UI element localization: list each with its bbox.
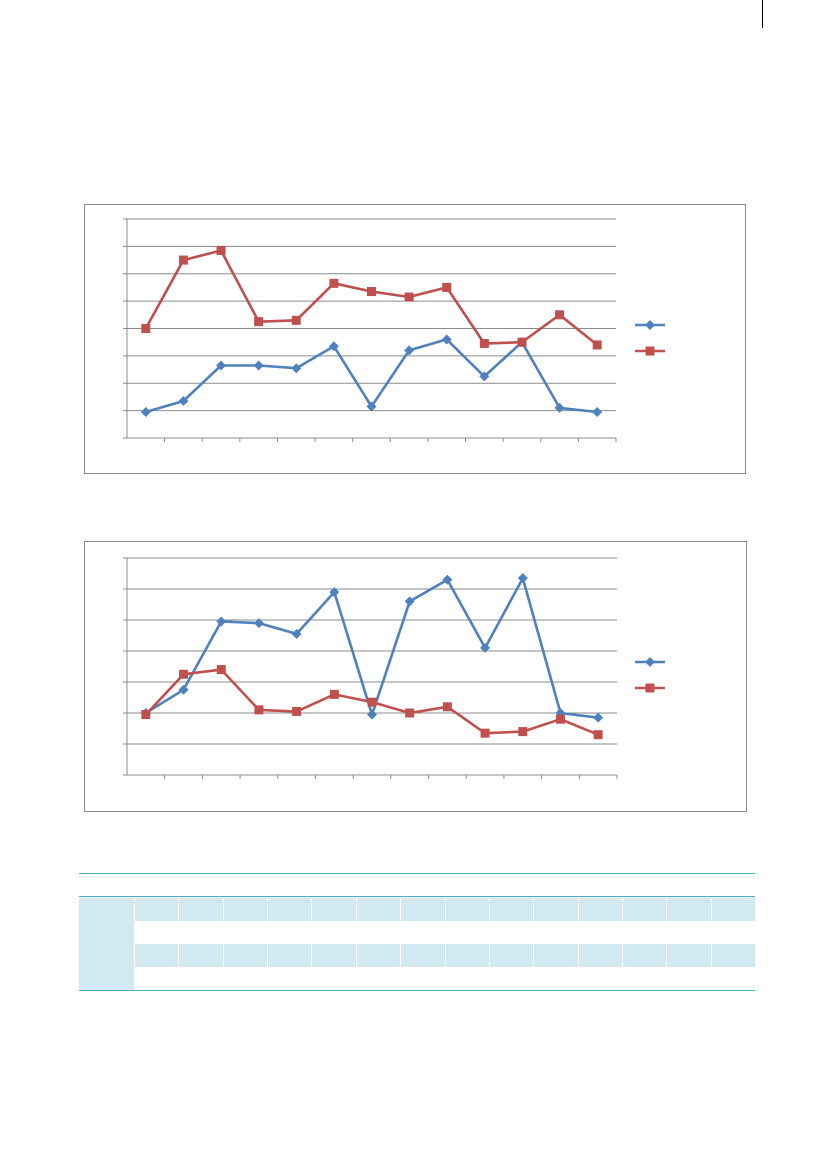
table-header-rule (79, 896, 755, 897)
table-column-separator (223, 898, 224, 990)
table-top-rule (79, 873, 755, 874)
table-column-separator (666, 898, 667, 990)
data-point-square (329, 689, 339, 699)
data-point-square (405, 708, 415, 718)
data-point-diamond (178, 684, 189, 695)
data-point-diamond (517, 573, 528, 584)
table-column-separator (711, 898, 712, 990)
data-point-square (179, 669, 189, 679)
data-point-diamond (291, 628, 302, 639)
data-point-square (442, 282, 452, 292)
page-margin-rule (762, 0, 763, 28)
table-column-separator (311, 898, 312, 990)
legend-marker-diamond (645, 320, 655, 330)
data-point-diamond (140, 406, 151, 417)
chart-2 (84, 541, 747, 812)
data-point-diamond (291, 363, 302, 374)
table-stub-band (79, 921, 134, 944)
data-point-diamond (404, 596, 415, 607)
data-point-square (141, 324, 151, 333)
data-point-square (141, 710, 151, 720)
data-point-diamond (366, 401, 377, 412)
data-point-diamond (329, 587, 340, 598)
table-stub-band (79, 967, 134, 990)
series-line (144, 249, 599, 346)
data-point-diamond (367, 709, 377, 720)
data-point-square (329, 278, 339, 288)
data-point-square (480, 728, 490, 738)
table-column-separator (489, 898, 490, 990)
table-row-band (79, 944, 755, 967)
data-point-square (367, 697, 377, 707)
table-column-separator (356, 898, 357, 990)
data-point-square (216, 245, 226, 255)
data-point-diamond (253, 618, 264, 629)
table-column-separator (134, 898, 135, 990)
chart-1 (84, 204, 746, 474)
data-point-diamond (178, 396, 189, 407)
legend-marker-square (645, 683, 655, 693)
data-point-square (479, 339, 489, 349)
data-point-diamond (441, 334, 452, 345)
data-point-diamond (253, 360, 264, 371)
data-point-square (518, 727, 528, 737)
data-point-diamond (328, 341, 339, 352)
data-point-square (555, 714, 565, 724)
data-point-square (592, 340, 602, 350)
series-line (145, 338, 598, 414)
legend-marker-square (645, 346, 655, 356)
table-column-separator (178, 898, 179, 990)
data-point-square (216, 665, 226, 675)
data-point-diamond (404, 345, 415, 356)
data-point-square (555, 310, 565, 320)
legend-marker-diamond (645, 657, 655, 667)
data-point-square (442, 702, 452, 712)
data-point-diamond (554, 402, 565, 413)
data-point-square (517, 337, 527, 347)
data-table (79, 873, 755, 992)
data-point-diamond (216, 360, 227, 371)
table-bottom-rule (79, 990, 755, 991)
data-point-square (367, 287, 376, 297)
data-point-square (254, 705, 264, 715)
data-point-diamond (480, 642, 491, 653)
chart-1-plot (123, 218, 665, 442)
table-column-separator (578, 898, 579, 990)
data-point-square (593, 730, 603, 740)
series-line (145, 576, 599, 719)
data-point-diamond (216, 616, 227, 627)
data-point-diamond (593, 712, 604, 723)
data-point-diamond (592, 406, 603, 417)
data-point-square (291, 315, 301, 325)
data-point-square (178, 255, 188, 265)
table-column-separator (622, 898, 623, 990)
table-column-separator (267, 898, 268, 990)
table-column-separator (533, 898, 534, 990)
table-row-band (79, 898, 755, 921)
data-point-diamond (442, 574, 453, 585)
table-column-separator (400, 898, 401, 990)
data-point-diamond (479, 371, 490, 382)
chart-2-plot (123, 557, 665, 779)
data-point-square (254, 317, 264, 327)
data-point-square (292, 706, 302, 716)
table-column-separator (445, 898, 446, 990)
data-point-square (404, 292, 414, 302)
